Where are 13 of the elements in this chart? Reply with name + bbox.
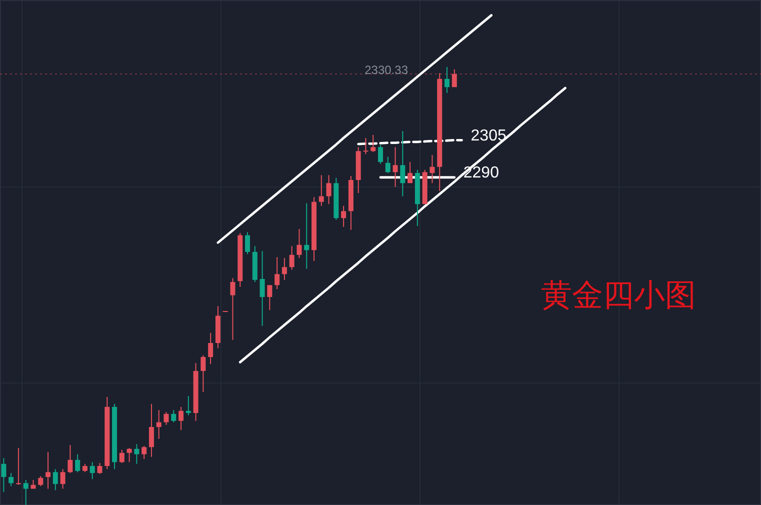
candlestick [304, 203, 310, 269]
annotation: 2330.33 [364, 63, 408, 78]
candlestick [370, 134, 376, 152]
candlestick [392, 147, 398, 188]
candlestick [46, 452, 51, 489]
series-label: 2305 [470, 127, 506, 144]
candlestick [16, 448, 21, 485]
candlestick [156, 410, 162, 439]
candlestick [23, 480, 28, 505]
series-label: 2290 [463, 164, 500, 182]
candlestick [363, 138, 368, 154]
candlestick [318, 175, 324, 206]
text: 黄金四小图 [541, 277, 696, 314]
